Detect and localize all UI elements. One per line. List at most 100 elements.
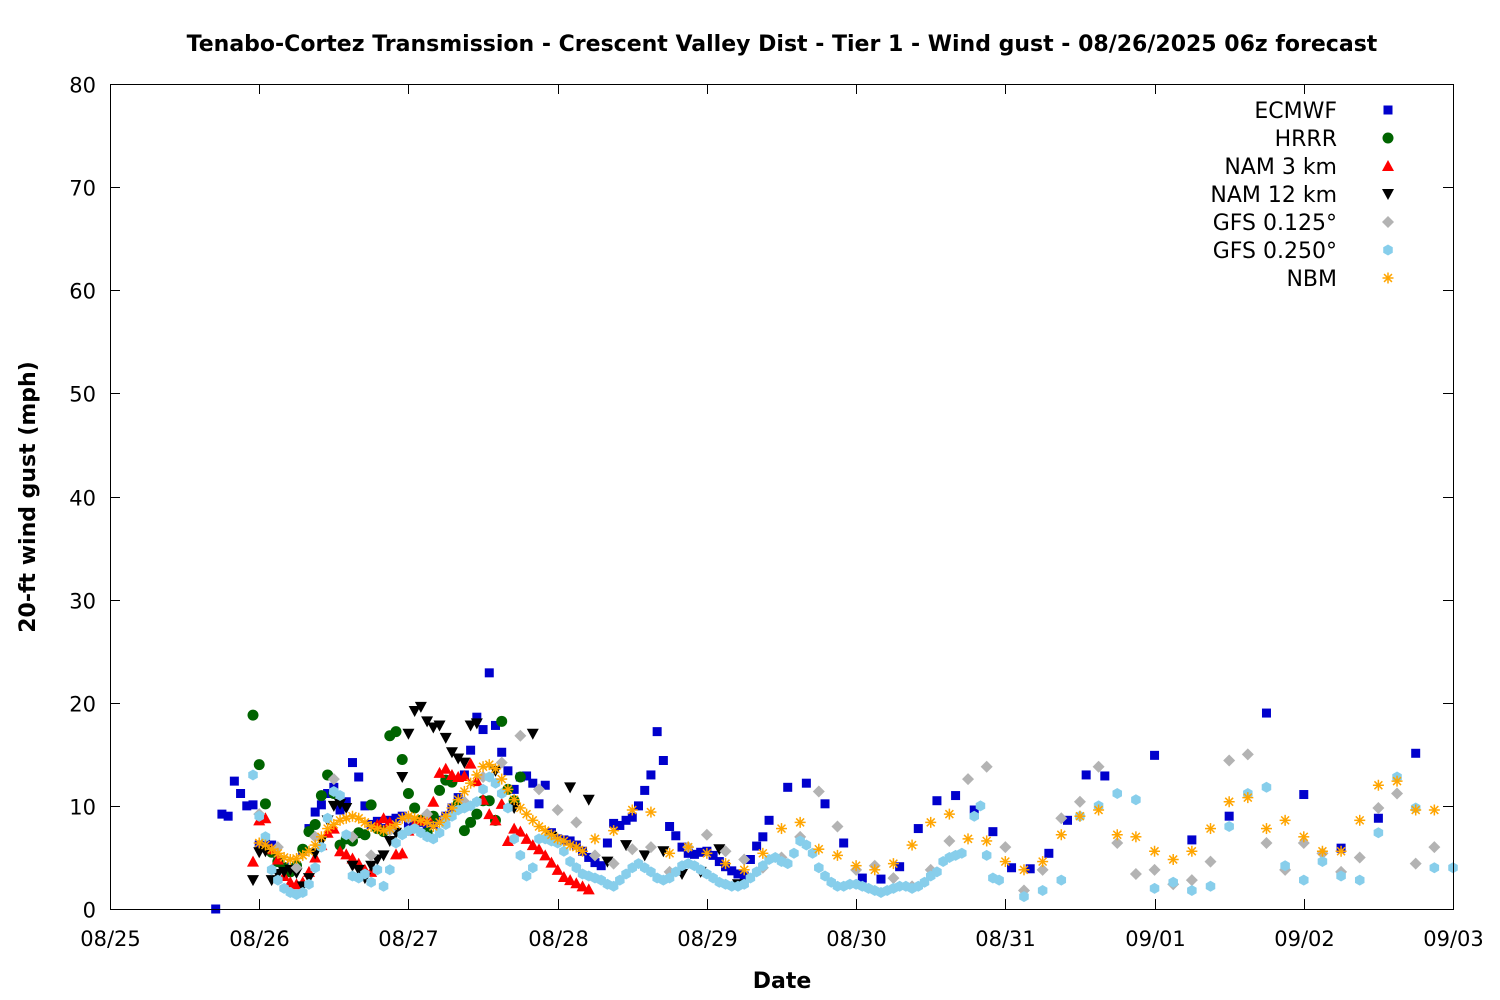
data-point	[652, 727, 662, 737]
data-point	[820, 799, 830, 809]
data-point	[478, 725, 488, 735]
data-point	[521, 870, 532, 882]
data-point	[372, 864, 383, 876]
data-point	[943, 808, 955, 820]
legend-marker	[1382, 272, 1394, 284]
data-point	[633, 801, 643, 811]
data-point	[385, 864, 395, 876]
data-point	[509, 784, 519, 794]
data-point	[609, 818, 619, 828]
data-point	[570, 841, 582, 853]
y-tick-label: 70	[69, 177, 96, 201]
data-point	[857, 873, 867, 883]
series-gfs-0-250--markers	[248, 769, 1458, 903]
data-point	[758, 860, 768, 872]
data-point	[1100, 771, 1110, 781]
data-point	[310, 862, 320, 874]
data-point	[508, 794, 520, 806]
data-point	[700, 828, 713, 841]
data-point	[533, 783, 546, 796]
data-point	[906, 839, 918, 851]
data-point	[497, 747, 507, 757]
data-point	[1354, 874, 1365, 886]
legend-label: GFS 0.250°	[1213, 239, 1337, 264]
data-point	[290, 861, 303, 874]
data-point	[551, 863, 564, 875]
data-point	[701, 847, 713, 859]
data-point	[626, 843, 639, 856]
data-point	[644, 841, 657, 854]
legend-label: HRRR	[1275, 127, 1337, 152]
data-point	[1391, 775, 1403, 787]
data-point	[365, 860, 378, 872]
data-point	[447, 810, 457, 822]
data-point	[1261, 781, 1272, 793]
data-point	[601, 856, 614, 868]
data-point	[664, 847, 676, 859]
data-point	[689, 849, 699, 859]
data-point	[564, 782, 577, 794]
data-point	[596, 861, 606, 871]
data-point	[502, 783, 514, 795]
data-point	[1148, 863, 1161, 876]
data-point	[1224, 811, 1234, 821]
data-point	[1081, 770, 1091, 780]
data-point	[621, 868, 631, 880]
data-point	[446, 802, 458, 814]
y-tick-label: 60	[69, 280, 96, 304]
data-point	[646, 866, 656, 878]
y-axis-label: 20-ft wind gust (mph)	[16, 361, 41, 633]
data-point	[1316, 845, 1328, 857]
data-point	[739, 871, 749, 881]
data-point	[402, 810, 414, 822]
data-point	[757, 847, 769, 859]
data-point	[540, 780, 550, 790]
data-point	[458, 785, 470, 797]
data-point	[776, 823, 787, 835]
data-point	[297, 887, 308, 898]
data-point	[347, 758, 357, 768]
data-point	[470, 718, 483, 730]
data-point	[484, 668, 494, 678]
plot-frame	[110, 84, 1454, 910]
data-point	[496, 715, 508, 727]
data-point	[1037, 856, 1049, 868]
data-point	[223, 811, 233, 821]
data-point	[943, 834, 956, 847]
data-point	[801, 778, 811, 788]
data-point	[1261, 708, 1271, 718]
data-point	[1111, 829, 1123, 841]
y-tick-label: 0	[83, 899, 96, 923]
data-point	[1411, 748, 1421, 758]
data-point	[570, 877, 583, 889]
legend-label: NAM 3 km	[1224, 155, 1337, 180]
data-point	[1007, 863, 1017, 873]
data-point	[1336, 870, 1346, 882]
data-point	[259, 839, 271, 851]
data-point	[365, 799, 377, 811]
data-point	[377, 812, 390, 824]
data-point	[248, 769, 258, 781]
data-point	[665, 822, 675, 831]
x-axis-label: Date	[753, 969, 812, 994]
data-point	[533, 821, 545, 832]
data-point	[727, 866, 737, 876]
data-point	[1354, 814, 1366, 826]
data-point	[242, 801, 252, 811]
data-point	[383, 835, 396, 847]
data-point	[309, 839, 321, 851]
data-point	[323, 789, 333, 798]
data-point	[273, 874, 283, 886]
data-point	[1373, 813, 1383, 823]
data-point	[738, 853, 751, 866]
data-point	[315, 790, 327, 802]
data-point	[1112, 788, 1123, 799]
data-point	[671, 866, 681, 878]
data-point	[427, 821, 439, 832]
data-point	[471, 808, 483, 820]
data-point	[526, 839, 539, 851]
data-point	[720, 858, 732, 870]
data-point	[528, 778, 538, 788]
data-point	[340, 848, 353, 860]
x-tick-label: 08/29	[677, 927, 738, 951]
